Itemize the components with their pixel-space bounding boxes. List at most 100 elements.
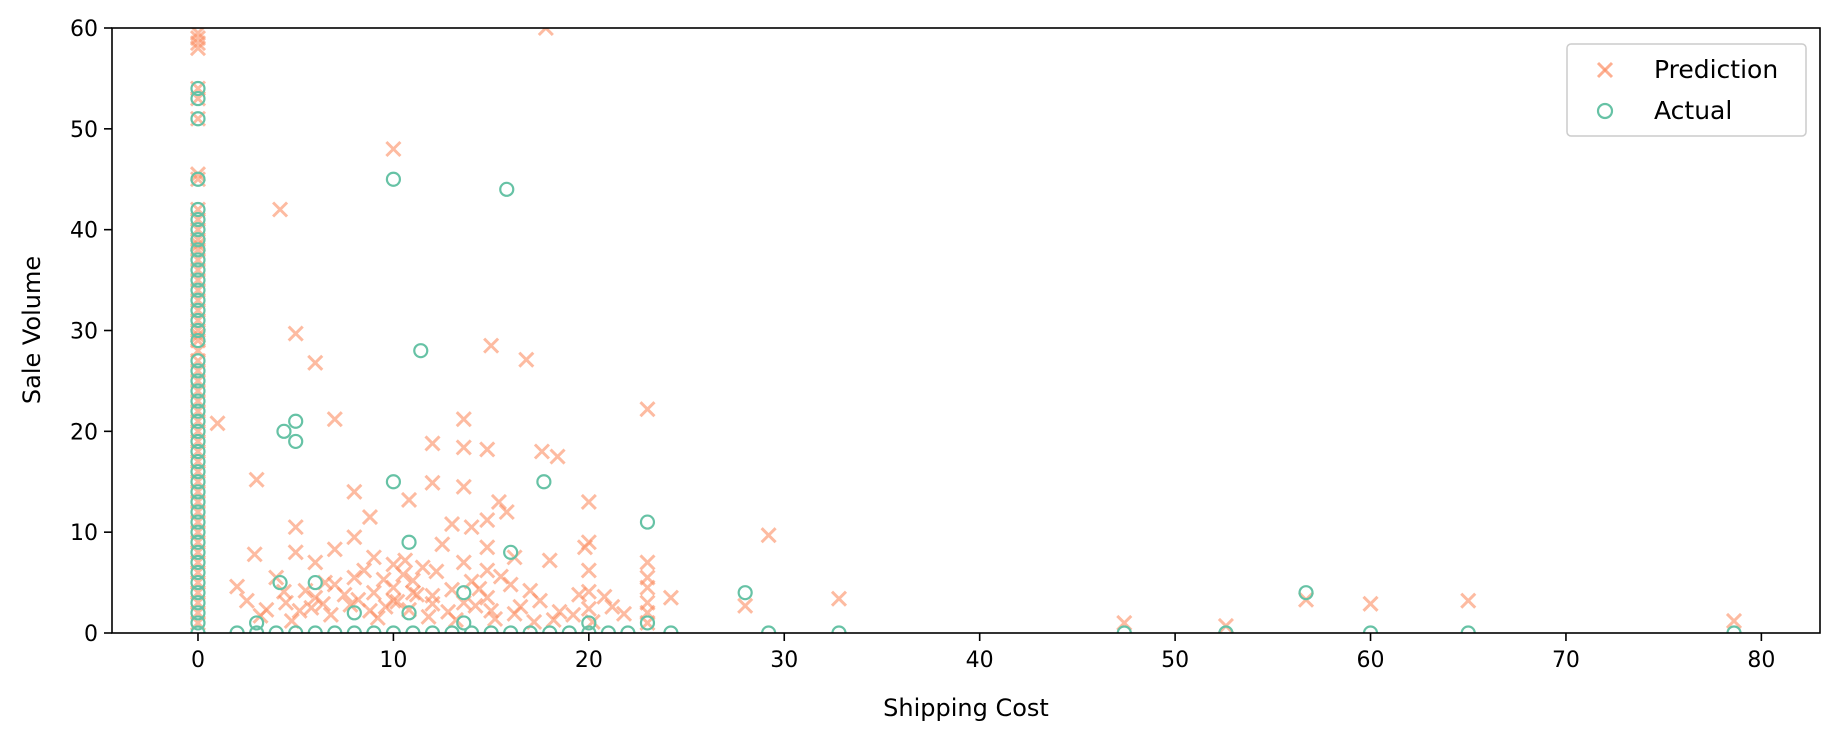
prediction-point	[275, 583, 293, 600]
prediction-point	[479, 441, 496, 458]
actual-point	[1116, 625, 1132, 633]
actual-point	[503, 544, 519, 560]
actual-point	[366, 625, 382, 633]
prediction-point	[395, 566, 412, 583]
prediction-point	[246, 546, 263, 563]
y-tick-label: 60	[70, 17, 98, 42]
prediction-point	[252, 607, 269, 624]
actual-point	[190, 524, 206, 540]
prediction-point	[209, 415, 226, 432]
actual-point	[385, 625, 402, 633]
prediction-point	[483, 602, 500, 619]
actual-point	[190, 605, 206, 621]
x-tick-label: 70	[1552, 648, 1580, 673]
actual-point	[190, 322, 206, 339]
actual-point	[385, 171, 402, 187]
prediction-point	[830, 590, 848, 607]
prediction-point	[322, 606, 339, 623]
prediction-point	[531, 592, 549, 609]
prediction-point	[604, 598, 621, 615]
actual-point	[249, 615, 265, 631]
prediction-point	[537, 28, 554, 37]
prediction-point	[346, 529, 363, 546]
actual-point	[190, 504, 206, 520]
prediction-point	[571, 586, 588, 603]
prediction-point	[506, 605, 523, 622]
x-tick-label: 20	[575, 648, 603, 673]
plot-marks	[189, 28, 1743, 633]
actual-point	[190, 201, 206, 218]
x-tick-label: 0	[191, 648, 205, 673]
prediction-point	[479, 562, 496, 579]
y-axis-label: Sale Volume	[18, 256, 46, 404]
actual-point	[190, 80, 206, 97]
prediction-point	[443, 516, 461, 533]
actual-point	[190, 433, 206, 450]
y-tick-label: 30	[70, 320, 98, 345]
y-axis-ticks: 0 10 20 30 40 50 60	[70, 17, 112, 647]
actual-point	[190, 262, 206, 278]
prediction-point	[615, 605, 633, 622]
actual-point	[307, 574, 323, 591]
prediction-point	[434, 536, 451, 553]
actual-point	[190, 574, 206, 591]
prediction-point	[303, 599, 320, 616]
prediction-point	[377, 598, 394, 615]
actual-point	[190, 453, 206, 470]
prediction-point	[248, 471, 265, 488]
actual-point	[276, 423, 292, 439]
prediction-point	[287, 325, 304, 342]
prediction-point	[455, 478, 472, 495]
prediction-point	[455, 554, 472, 571]
actual-point	[483, 625, 499, 633]
actual-point	[413, 343, 429, 359]
actual-point	[190, 242, 206, 258]
prediction-point	[361, 508, 379, 526]
actual-point	[385, 474, 402, 490]
prediction-point	[565, 606, 582, 623]
prediction-point	[424, 474, 441, 491]
actual-point	[737, 585, 753, 601]
actual-point	[190, 111, 206, 127]
prediction-point	[365, 549, 382, 566]
prediction-point	[346, 569, 363, 586]
actual-point	[401, 534, 417, 550]
prediction-point	[342, 596, 359, 613]
actual-point	[346, 625, 362, 633]
prediction-point	[424, 595, 441, 612]
actual-point	[190, 171, 206, 187]
prediction-point	[326, 411, 343, 428]
actual-point	[307, 625, 323, 633]
actual-point	[190, 222, 206, 238]
actual-point	[346, 605, 362, 621]
prediction-point	[291, 602, 308, 619]
prediction-point	[580, 600, 597, 617]
prediction-point	[490, 493, 507, 510]
prediction-point	[189, 35, 207, 52]
legend-marker-prediction	[1596, 61, 1614, 79]
actual-point	[190, 464, 206, 480]
actual-point	[268, 625, 284, 633]
prediction-point	[346, 483, 363, 500]
prediction-point	[580, 493, 597, 510]
x-tick-label: 10	[379, 648, 407, 673]
prediction-point	[639, 554, 656, 571]
prediction-point	[455, 411, 472, 428]
actual-point	[581, 625, 597, 633]
actual-point	[190, 272, 206, 288]
actual-point	[542, 625, 558, 633]
prediction-point	[307, 554, 324, 571]
prediction-point	[662, 589, 679, 606]
actual-point	[190, 312, 206, 329]
actual-point	[190, 413, 206, 429]
y-tick-label: 40	[70, 219, 98, 244]
actual-point	[600, 625, 616, 633]
prediction-point	[369, 609, 386, 626]
actual-point	[1298, 585, 1314, 601]
prediction-point	[1725, 612, 1743, 629]
prediction-point	[356, 562, 373, 579]
prediction-point	[189, 327, 207, 344]
actual-point	[190, 514, 206, 530]
prediction-point	[498, 503, 515, 521]
actual-point	[190, 595, 206, 611]
